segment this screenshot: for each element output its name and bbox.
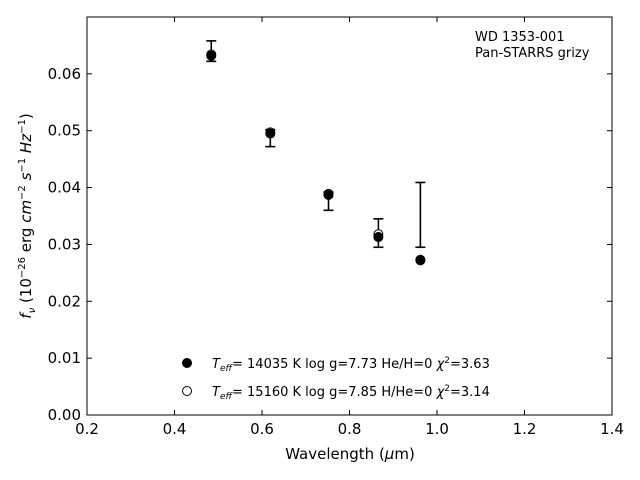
y-tick-label: 0.03 [48,235,81,253]
model-point-filled [265,128,276,139]
x-axis-label: Wavelength (μm) [285,445,415,463]
x-tick-label: 1.0 [425,420,449,438]
model-point-filled [415,255,426,266]
y-axis-ticks: 0.00 0.01 0.02 0.03 0.04 0.05 0.06 [48,65,612,424]
model-point-filled [206,50,217,61]
annotation-survey: Pan-STARRS grizy [475,46,590,61]
model-point-filled [323,189,334,200]
model-point-filled [373,232,384,243]
y-tick-label: 0.01 [48,349,81,367]
legend: Teff= 14035 K log g=7.73 He/H=0 χ2=3.63 … [182,356,490,402]
x-tick-label: 0.6 [250,420,274,438]
y-tick-label: 0.02 [48,292,81,310]
y-tick-label: 0.00 [48,406,81,424]
y-tick-label: 0.04 [48,179,81,197]
x-tick-label: 1.4 [600,420,624,438]
y-tick-label: 0.05 [48,122,81,140]
x-tick-label: 0.4 [163,420,187,438]
legend-label-open: Teff= 15160 K log g=7.85 H/He=0 χ2=3.14 [212,384,490,402]
y-axis-label: fν (10−26 erg cm−2 s−1 Hz−1) [17,113,38,318]
x-tick-label: 0.8 [338,420,362,438]
x-tick-label: 1.2 [513,420,537,438]
legend-label-filled: Teff= 14035 K log g=7.73 He/H=0 χ2=3.63 [212,356,490,374]
x-tick-label: 0.2 [75,420,99,438]
annotation-object-name: WD 1353-001 [475,30,565,45]
legend-marker-open [182,386,192,396]
x-axis-ticks: 0.2 0.4 0.6 0.8 1.0 1.2 1.4 [75,17,624,438]
legend-marker-filled [182,358,192,368]
data-points [206,49,426,266]
y-tick-label: 0.06 [48,65,81,83]
